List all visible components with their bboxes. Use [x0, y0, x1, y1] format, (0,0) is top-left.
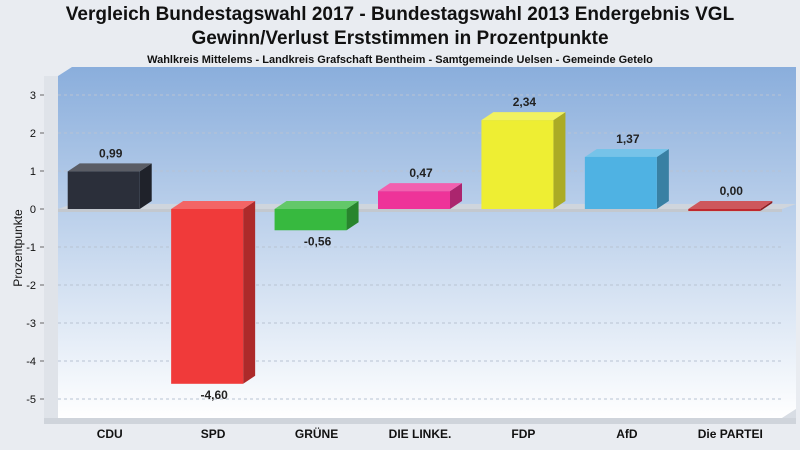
bar-front [171, 209, 244, 384]
bar-side [243, 201, 256, 384]
y-tick-label: 3 [30, 90, 36, 102]
y-tick-label: -1 [26, 242, 36, 254]
bar-spd [171, 201, 256, 384]
data-label: -0,56 [304, 234, 332, 248]
bar-top [171, 201, 256, 209]
y-tick-label: -3 [26, 318, 36, 330]
chart-title: Vergleich Bundestagswahl 2017 - Bundesta… [65, 4, 735, 25]
y-tick-label: 2 [30, 128, 36, 140]
plot-floor-edge [44, 418, 796, 424]
bar-top [584, 148, 669, 157]
bar-afd [584, 148, 669, 209]
data-label: 0,47 [409, 166, 433, 180]
bar-top [481, 112, 566, 121]
bar-front [688, 209, 761, 211]
y-axis-title: Prozentpunkte [11, 209, 25, 287]
bar-side [760, 201, 773, 211]
bar-front [378, 191, 450, 209]
bar-front [67, 171, 140, 209]
plot-left-wall [44, 76, 58, 424]
y-tick-label: 0 [30, 204, 36, 216]
x-tick-label: DIE LINKE. [389, 427, 452, 441]
y-tick-label: -2 [26, 280, 36, 292]
chart-title-line-2: Gewinn/Verlust Erststimmen in Prozentpun… [191, 28, 609, 49]
x-tick-label: GRÜNE [295, 426, 338, 441]
data-label: 0,00 [720, 184, 744, 198]
bar-side [346, 201, 359, 231]
bar-side [656, 148, 669, 209]
y-tick-label: -4 [26, 356, 36, 368]
bar-front [274, 209, 347, 231]
y-tick-label: -5 [26, 394, 36, 406]
x-tick-label: FDP [511, 427, 535, 441]
bar-side [450, 183, 462, 209]
x-tick-label: Die PARTEI [698, 427, 763, 441]
bar-front [584, 156, 657, 209]
bar-top [274, 201, 359, 209]
bar-side [553, 112, 566, 209]
data-label: -4,60 [200, 388, 228, 402]
bar-fdp [481, 112, 566, 209]
data-label: 1,37 [616, 132, 640, 146]
y-tick-label: 1 [30, 166, 36, 178]
chart-subtitle: Wahlkreis Mittelems - Landkreis Grafscha… [147, 54, 653, 66]
data-label: 0,99 [99, 146, 123, 160]
bar-grüne [274, 201, 359, 231]
x-tick-label: AfD [616, 427, 638, 441]
bar-die-partei [688, 201, 773, 211]
bar-side [139, 163, 152, 209]
bar-front [481, 120, 554, 209]
bar-cdu [67, 163, 152, 209]
data-label: 2,34 [513, 95, 537, 109]
bar-die-linke- [378, 183, 462, 209]
x-tick-label: SPD [201, 427, 226, 441]
bar-top [688, 201, 773, 209]
zero-plane-edge [58, 209, 782, 212]
plot-background [58, 67, 796, 418]
x-tick-label: CDU [97, 427, 123, 441]
bar-top [378, 183, 462, 192]
bar-top [67, 163, 152, 172]
